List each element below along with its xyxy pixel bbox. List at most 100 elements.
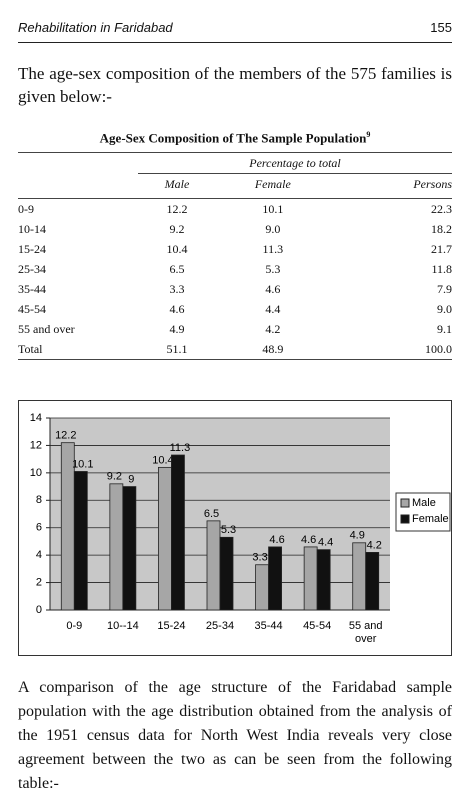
bar bbox=[316, 549, 331, 611]
x-tick-label: 25-34 bbox=[206, 620, 234, 632]
y-tick-label: 8 bbox=[36, 494, 42, 506]
table-cell: 5.3 bbox=[265, 261, 281, 276]
value-label: 12.2 bbox=[55, 430, 76, 442]
bar bbox=[122, 486, 137, 611]
x-tick-label: 55 and over bbox=[349, 620, 383, 645]
table-cell: 4.2 bbox=[265, 321, 281, 336]
table-cell: 11.8 bbox=[431, 261, 452, 276]
header-title: Rehabilitation in Faridabad bbox=[18, 20, 173, 35]
table-row: Total 51.1 48.9 100.0 bbox=[18, 339, 452, 360]
bar bbox=[255, 564, 269, 611]
value-label: 4.4 bbox=[318, 537, 333, 549]
table-cell: 11.3 bbox=[262, 241, 284, 256]
table-cell: 6.5 bbox=[169, 261, 185, 276]
table-body: Percentage to total Male Female Persons 0-… bbox=[18, 152, 452, 360]
intro-paragraph: The age-sex composition of the members o… bbox=[18, 64, 452, 106]
y-tick-label: 14 bbox=[30, 412, 42, 424]
table-row: 0-9 12.2 10.1 22.3 bbox=[18, 199, 452, 220]
row-label: 35-44 bbox=[18, 281, 46, 296]
legend-swatch bbox=[400, 514, 410, 524]
column-header: Male bbox=[138, 173, 216, 199]
table-row: 55 and over 4.9 4.2 9.1 bbox=[18, 319, 452, 339]
y-tick-label: 6 bbox=[36, 522, 42, 534]
row-label: 15-24 bbox=[18, 241, 46, 256]
table-cell: 10.1 bbox=[262, 201, 284, 216]
column-header: Female bbox=[215, 173, 330, 199]
bar bbox=[109, 483, 124, 611]
running-header: Rehabilitation in Faridabad 155 bbox=[18, 20, 452, 43]
value-label: 3.3 bbox=[252, 552, 267, 564]
legend-label: Male bbox=[412, 497, 436, 509]
table-title: Age-Sex Composition of The Sample Popula… bbox=[18, 130, 452, 146]
value-label: 9.2 bbox=[107, 471, 122, 483]
value-label: 4.6 bbox=[269, 534, 284, 546]
table-cell: 4.9 bbox=[169, 321, 185, 336]
bar bbox=[219, 536, 234, 611]
table-cell: 4.6 bbox=[169, 301, 185, 316]
row-label: Total bbox=[18, 339, 138, 360]
group-header: Percentage to total bbox=[138, 152, 452, 174]
row-label: 25-34 bbox=[18, 261, 46, 276]
table-cell: 3.3 bbox=[169, 281, 185, 296]
y-tick-label: 0 bbox=[36, 604, 42, 616]
bar bbox=[365, 551, 380, 611]
bar bbox=[206, 520, 221, 611]
table-row: 25-34 6.5 5.3 11.8 bbox=[18, 259, 452, 279]
table-cell: 4.6 bbox=[265, 281, 281, 296]
table-row: 10-14 9.2 9.0 18.2 bbox=[18, 219, 452, 239]
y-tick-label: 10 bbox=[30, 467, 42, 479]
value-label: 4.6 bbox=[301, 534, 316, 546]
table-row: 15-24 10.4 11.3 21.7 bbox=[18, 239, 452, 259]
table-cell: 9.1 bbox=[437, 321, 452, 336]
x-tick-label: 45-54 bbox=[303, 620, 331, 632]
value-label: 9 bbox=[128, 473, 134, 485]
x-tick-label: 0-9 bbox=[66, 620, 82, 632]
y-tick-label: 4 bbox=[36, 549, 42, 561]
table-cell: 7.9 bbox=[437, 281, 452, 296]
table-cell: 18.2 bbox=[431, 221, 452, 236]
x-tick-label: 10--14 bbox=[107, 620, 139, 632]
row-label: 45-54 bbox=[18, 301, 46, 316]
bar bbox=[171, 454, 185, 611]
column-header: Persons bbox=[329, 173, 452, 199]
bar bbox=[158, 466, 172, 611]
x-tick-label: 15-24 bbox=[157, 620, 185, 632]
column-header-row: Male Female Persons bbox=[18, 173, 452, 199]
value-label: 5.3 bbox=[221, 524, 236, 536]
row-label: 0-9 bbox=[18, 201, 34, 216]
bar bbox=[268, 546, 282, 611]
value-label: 4.9 bbox=[350, 530, 365, 542]
legend-swatch bbox=[400, 498, 410, 508]
value-label: 4.2 bbox=[367, 539, 382, 551]
x-tick-label: 35-44 bbox=[255, 620, 283, 632]
value-label: 11.3 bbox=[170, 442, 191, 454]
table-cell: 9.2 bbox=[169, 221, 185, 236]
row-label: 10-14 bbox=[18, 221, 46, 236]
table-cell: 48.9 bbox=[215, 339, 330, 360]
table-cell: 4.4 bbox=[265, 301, 281, 316]
y-tick-label: 2 bbox=[36, 576, 42, 588]
table-cell: 100.0 bbox=[329, 339, 452, 360]
bar bbox=[352, 542, 367, 611]
value-label: 10.1 bbox=[72, 458, 93, 470]
chart: 0 2 4 6 8 10 12 14 0-9 12.2 10.1 10--14 9.2 9 15-24 10.… bbox=[18, 400, 452, 656]
legend-label: Female bbox=[412, 513, 449, 525]
bar bbox=[303, 546, 318, 611]
table-cell: 12.2 bbox=[166, 201, 188, 216]
table-cell: 21.7 bbox=[431, 241, 452, 256]
table-row: 45-54 4.6 4.4 9.0 bbox=[18, 299, 452, 319]
page-number: 155 bbox=[430, 20, 452, 35]
table-cell: 9.0 bbox=[437, 301, 452, 316]
row-label: 55 and over bbox=[18, 321, 75, 336]
group-header-row: Percentage to total bbox=[18, 152, 452, 174]
footnote-ref: 9 bbox=[366, 130, 371, 139]
table-cell: 10.4 bbox=[166, 241, 188, 256]
closing-paragraph: A comparison of the age structure of the… bbox=[18, 679, 452, 792]
value-label: 6.5 bbox=[204, 508, 219, 520]
table-row: 35-44 3.3 4.6 7.9 bbox=[18, 279, 452, 299]
bar bbox=[73, 471, 88, 611]
table-cell: 51.1 bbox=[138, 339, 216, 360]
data-table: Percentage to total Male Female Persons 0-… bbox=[18, 152, 452, 360]
table-cell: 9.0 bbox=[265, 221, 281, 236]
